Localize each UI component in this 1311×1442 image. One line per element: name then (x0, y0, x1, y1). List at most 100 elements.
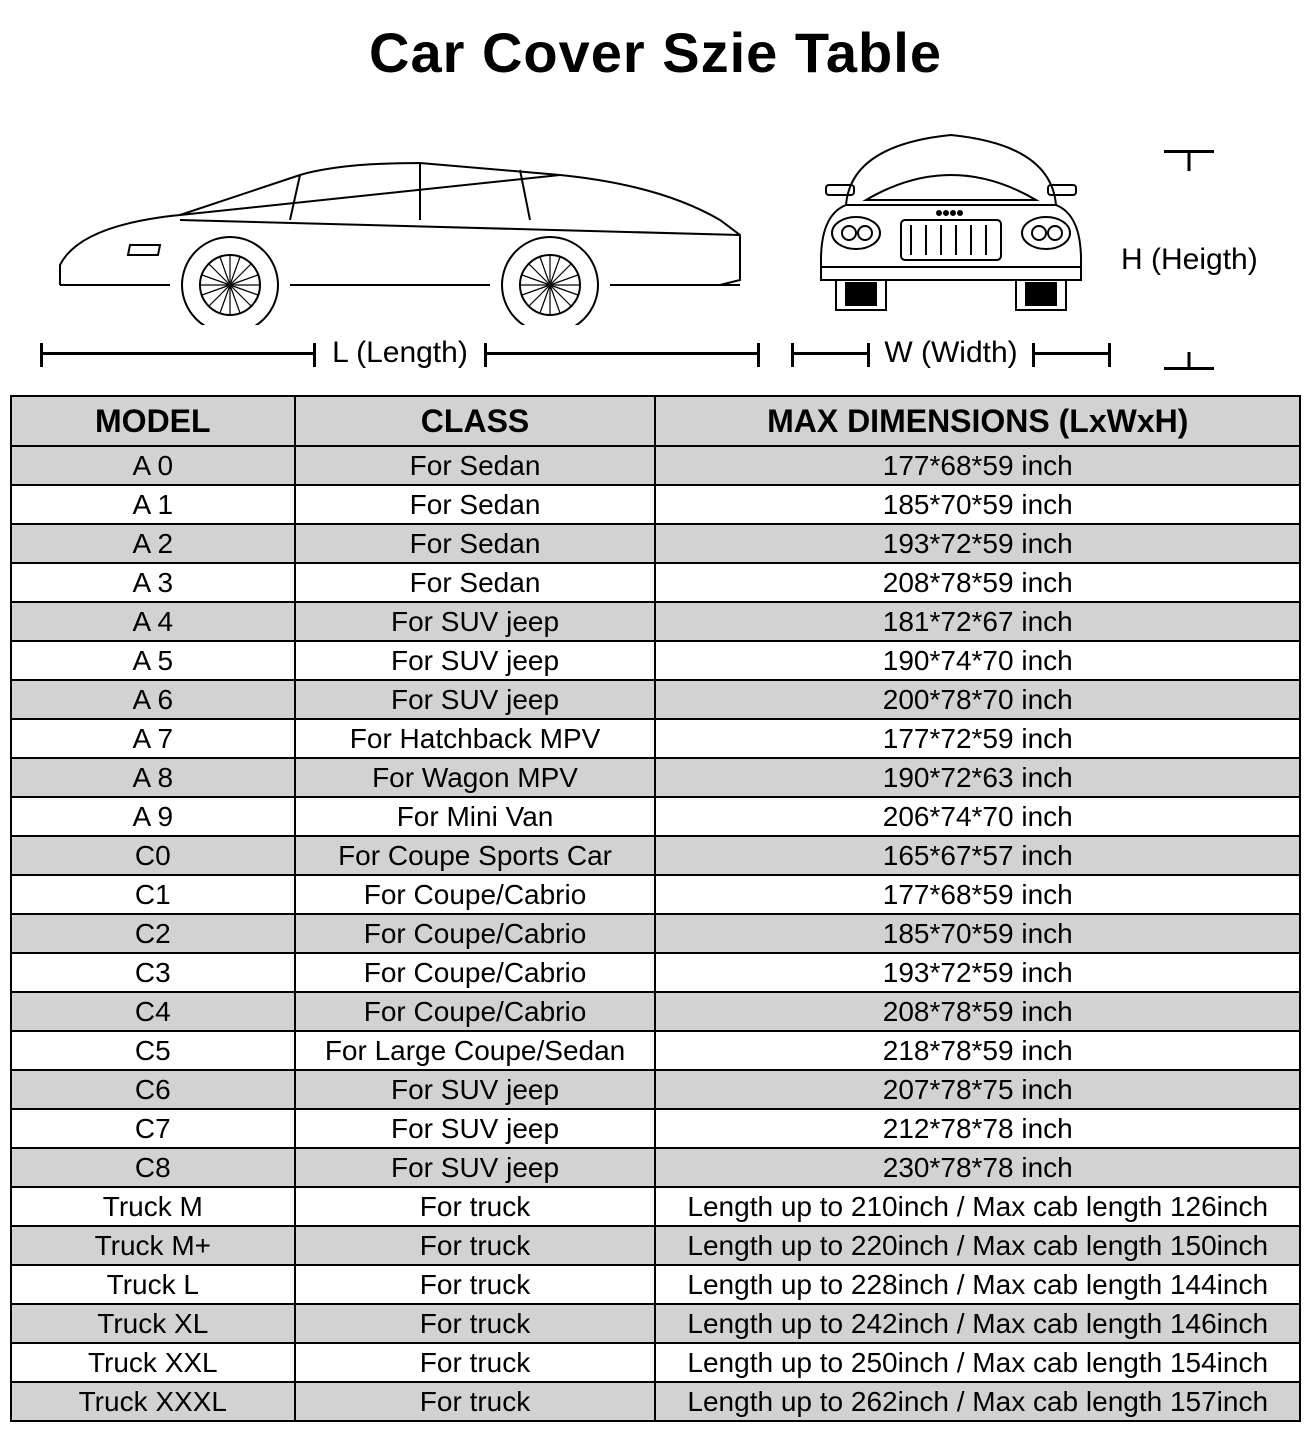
cell-class: For truck (295, 1343, 656, 1382)
cell-dims: 208*78*59 inch (655, 992, 1300, 1031)
cell-model: C6 (11, 1070, 295, 1109)
table-row: A 2For Sedan193*72*59 inch (11, 524, 1300, 563)
cell-dims: 193*72*59 inch (655, 953, 1300, 992)
table-row: A 1For Sedan185*70*59 inch (11, 485, 1300, 524)
cell-dims: 230*78*78 inch (655, 1148, 1300, 1187)
table-header-row: MODEL CLASS MAX DIMENSIONS (LxWxH) (11, 396, 1300, 446)
cell-model: C8 (11, 1148, 295, 1187)
height-dimension: H (Heigth) (1121, 150, 1258, 370)
cell-class: For SUV jeep (295, 680, 656, 719)
cell-class: For SUV jeep (295, 1148, 656, 1187)
cell-class: For truck (295, 1187, 656, 1226)
cell-model: Truck L (11, 1265, 295, 1304)
cell-model: A 4 (11, 602, 295, 641)
cell-class: For Sedan (295, 485, 656, 524)
cell-class: For Coupe/Cabrio (295, 914, 656, 953)
cell-model: C3 (11, 953, 295, 992)
cell-dims: 165*67*57 inch (655, 836, 1300, 875)
table-row: C4For Coupe/Cabrio208*78*59 inch (11, 992, 1300, 1031)
length-label: L (Length) (316, 336, 484, 370)
cell-model: C1 (11, 875, 295, 914)
cell-model: A 0 (11, 446, 295, 485)
cell-dims: 181*72*67 inch (655, 602, 1300, 641)
cell-class: For Wagon MPV (295, 758, 656, 797)
cell-class: For Sedan (295, 446, 656, 485)
table-row: A 5For SUV jeep190*74*70 inch (11, 641, 1300, 680)
col-model: MODEL (11, 396, 295, 446)
cell-model: Truck XXL (11, 1343, 295, 1382)
cell-class: For truck (295, 1304, 656, 1343)
table-row: C3For Coupe/Cabrio193*72*59 inch (11, 953, 1300, 992)
table-row: Truck LFor truckLength up to 228inch / M… (11, 1265, 1300, 1304)
height-label: H (Heigth) (1121, 243, 1258, 277)
cell-dims: Length up to 220inch / Max cab length 15… (655, 1226, 1300, 1265)
cell-dims: Length up to 250inch / Max cab length 15… (655, 1343, 1300, 1382)
col-class: CLASS (295, 396, 656, 446)
cell-model: A 1 (11, 485, 295, 524)
cell-dims: 206*74*70 inch (655, 797, 1300, 836)
cell-model: A 6 (11, 680, 295, 719)
table-row: A 9For Mini Van206*74*70 inch (11, 797, 1300, 836)
cell-model: A 7 (11, 719, 295, 758)
cell-class: For Large Coupe/Sedan (295, 1031, 656, 1070)
cell-dims: 185*70*59 inch (655, 914, 1300, 953)
cell-model: C5 (11, 1031, 295, 1070)
cell-dims: 177*68*59 inch (655, 875, 1300, 914)
table-row: A 7For Hatchback MPV177*72*59 inch (11, 719, 1300, 758)
table-row: Truck XXLFor truckLength up to 250inch /… (11, 1343, 1300, 1382)
table-row: C1For Coupe/Cabrio177*68*59 inch (11, 875, 1300, 914)
length-dimension: L (Length) (40, 336, 760, 370)
table-row: C2For Coupe/Cabrio185*70*59 inch (11, 914, 1300, 953)
cell-model: A 8 (11, 758, 295, 797)
page-title: Car Cover Szie Table (10, 20, 1301, 85)
cell-model: A 3 (11, 563, 295, 602)
cell-dims: 177*68*59 inch (655, 446, 1300, 485)
cell-model: Truck XXXL (11, 1382, 295, 1421)
cell-dims: Length up to 228inch / Max cab length 14… (655, 1265, 1300, 1304)
cell-class: For Coupe/Cabrio (295, 953, 656, 992)
cell-model: Truck XL (11, 1304, 295, 1343)
cell-class: For SUV jeep (295, 1070, 656, 1109)
cell-model: C0 (11, 836, 295, 875)
cell-model: Truck M (11, 1187, 295, 1226)
table-row: A 6For SUV jeep200*78*70 inch (11, 680, 1300, 719)
cell-model: A 5 (11, 641, 295, 680)
table-row: A 4For SUV jeep181*72*67 inch (11, 602, 1300, 641)
table-row: A 3For Sedan208*78*59 inch (11, 563, 1300, 602)
cell-model: A 9 (11, 797, 295, 836)
table-row: Truck XXXLFor truckLength up to 262inch … (11, 1382, 1300, 1421)
table-row: C6For SUV jeep207*78*75 inch (11, 1070, 1300, 1109)
car-front-icon (791, 105, 1111, 325)
cell-model: C7 (11, 1109, 295, 1148)
cell-dims: 200*78*70 inch (655, 680, 1300, 719)
cell-model: A 2 (11, 524, 295, 563)
width-label: W (Width) (870, 336, 1031, 370)
cell-class: For truck (295, 1226, 656, 1265)
cell-dims: Length up to 242inch / Max cab length 14… (655, 1304, 1300, 1343)
cell-dims: 193*72*59 inch (655, 524, 1300, 563)
cell-dims: 190*72*63 inch (655, 758, 1300, 797)
cell-class: For Coupe Sports Car (295, 836, 656, 875)
cell-model: C2 (11, 914, 295, 953)
table-row: A 8For Wagon MPV190*72*63 inch (11, 758, 1300, 797)
width-dimension: W (Width) (791, 336, 1111, 370)
cell-dims: 208*78*59 inch (655, 563, 1300, 602)
table-row: C0For Coupe Sports Car165*67*57 inch (11, 836, 1300, 875)
car-side-icon (40, 125, 760, 325)
cell-class: For Mini Van (295, 797, 656, 836)
cell-class: For SUV jeep (295, 641, 656, 680)
table-row: C7For SUV jeep212*78*78 inch (11, 1109, 1300, 1148)
side-view-block: L (Length) (40, 125, 760, 370)
table-row: Truck M+For truckLength up to 220inch / … (11, 1226, 1300, 1265)
cell-dims: 177*72*59 inch (655, 719, 1300, 758)
cell-dims: 185*70*59 inch (655, 485, 1300, 524)
table-row: Truck MFor truckLength up to 210inch / M… (11, 1187, 1300, 1226)
cell-dims: 190*74*70 inch (655, 641, 1300, 680)
cell-model: C4 (11, 992, 295, 1031)
table-row: A 0For Sedan177*68*59 inch (11, 446, 1300, 485)
cell-class: For Sedan (295, 563, 656, 602)
cell-dims: Length up to 210inch / Max cab length 12… (655, 1187, 1300, 1226)
cell-class: For SUV jeep (295, 602, 656, 641)
cell-dims: Length up to 262inch / Max cab length 15… (655, 1382, 1300, 1421)
cell-class: For Hatchback MPV (295, 719, 656, 758)
